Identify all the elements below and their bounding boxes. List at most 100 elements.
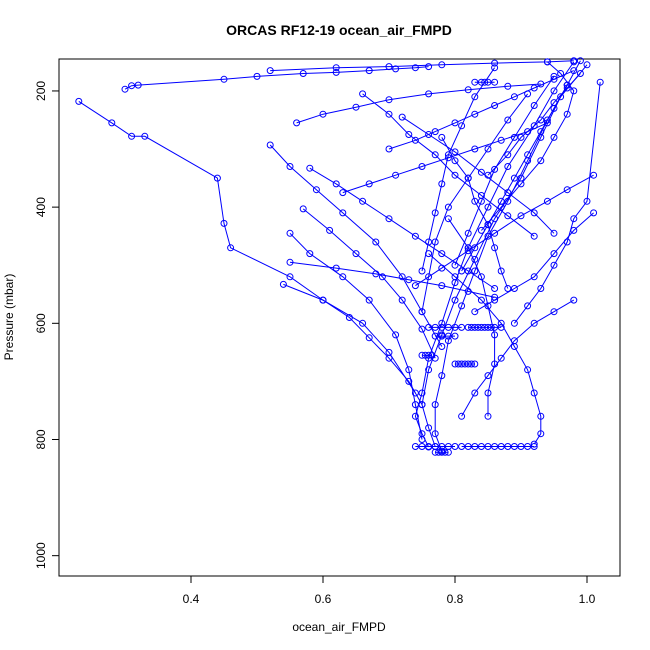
data-point — [504, 116, 512, 124]
data-point — [352, 103, 360, 111]
series-line — [447, 218, 496, 417]
data-point — [319, 296, 327, 304]
data-point — [504, 212, 512, 220]
data-point — [444, 215, 452, 223]
data-point — [464, 174, 472, 182]
data-point — [484, 412, 492, 420]
data-point — [471, 145, 479, 153]
series-line — [289, 232, 423, 440]
data-point — [491, 229, 499, 237]
data-point — [468, 360, 475, 368]
data-point — [524, 366, 532, 374]
data-point — [570, 67, 578, 75]
data-point — [332, 68, 340, 76]
data-point — [435, 448, 442, 456]
data-point — [464, 323, 472, 331]
data-point — [253, 72, 261, 80]
series-line — [461, 299, 575, 417]
data-point — [431, 332, 439, 340]
data-point — [461, 360, 469, 368]
data-point — [306, 164, 314, 172]
data-point — [458, 360, 466, 368]
data-point — [444, 332, 452, 340]
series-line — [78, 100, 416, 394]
data-point — [543, 197, 551, 205]
data-point — [431, 209, 439, 217]
series-line — [283, 283, 423, 405]
data-point — [471, 323, 479, 331]
data-point — [421, 351, 429, 359]
series-line — [474, 212, 594, 313]
data-point — [504, 163, 512, 170]
x-tick-label: 0.8 — [447, 592, 464, 606]
data-point — [477, 78, 485, 86]
data-point — [326, 226, 334, 234]
data-point — [227, 244, 235, 252]
data-point — [484, 389, 492, 397]
data-point — [425, 443, 433, 450]
series-line — [415, 174, 594, 287]
data-point — [451, 296, 459, 304]
data-point — [438, 180, 446, 188]
data-point — [359, 197, 367, 205]
series-line — [296, 83, 541, 124]
data-point — [491, 323, 499, 331]
data-point — [583, 197, 591, 205]
data-point — [570, 215, 578, 223]
data-point — [481, 323, 489, 331]
data-point — [484, 78, 492, 86]
x-axis: 0.4 0.6 0.8 1.0 — [183, 575, 596, 606]
data-point — [471, 360, 479, 368]
data-point — [563, 238, 571, 246]
data-point — [431, 151, 439, 159]
data-point — [491, 78, 499, 86]
series-line — [421, 93, 528, 312]
data-point — [570, 87, 578, 95]
data-point — [345, 314, 353, 321]
series-line — [487, 73, 581, 176]
data-point — [365, 180, 373, 188]
data-point — [458, 267, 466, 275]
data-point — [497, 203, 505, 211]
data-point — [411, 136, 419, 144]
data-point — [477, 273, 485, 281]
data-point — [339, 209, 347, 217]
data-point — [550, 261, 558, 269]
data-point — [530, 84, 538, 92]
data-point — [471, 267, 479, 275]
data-point — [451, 171, 459, 179]
data-point — [484, 372, 492, 380]
data-point — [425, 366, 433, 374]
data-point — [312, 186, 320, 194]
data-point — [570, 296, 578, 304]
data-point — [491, 244, 499, 252]
data-point — [431, 448, 439, 456]
data-point — [530, 440, 538, 448]
series-line — [421, 67, 496, 272]
data-point — [491, 296, 499, 304]
data-point — [491, 59, 499, 67]
data-point — [468, 323, 475, 331]
data-point — [537, 285, 545, 292]
data-point — [458, 323, 466, 331]
data-point — [359, 319, 367, 327]
data-point — [454, 360, 462, 368]
data-point — [438, 323, 446, 331]
data-point — [418, 401, 426, 409]
data-point — [425, 424, 433, 432]
data-point — [451, 360, 459, 368]
data-point — [530, 102, 538, 109]
data-point — [108, 119, 116, 127]
data-point — [497, 136, 505, 144]
data-point — [510, 133, 518, 141]
data-point — [385, 354, 393, 362]
data-point — [537, 128, 545, 136]
data-point — [438, 133, 446, 141]
series-line — [388, 70, 575, 150]
data-point — [458, 122, 466, 130]
data-point — [352, 250, 360, 258]
data-point — [464, 267, 472, 275]
data-point — [398, 113, 406, 121]
series-line — [269, 144, 443, 347]
